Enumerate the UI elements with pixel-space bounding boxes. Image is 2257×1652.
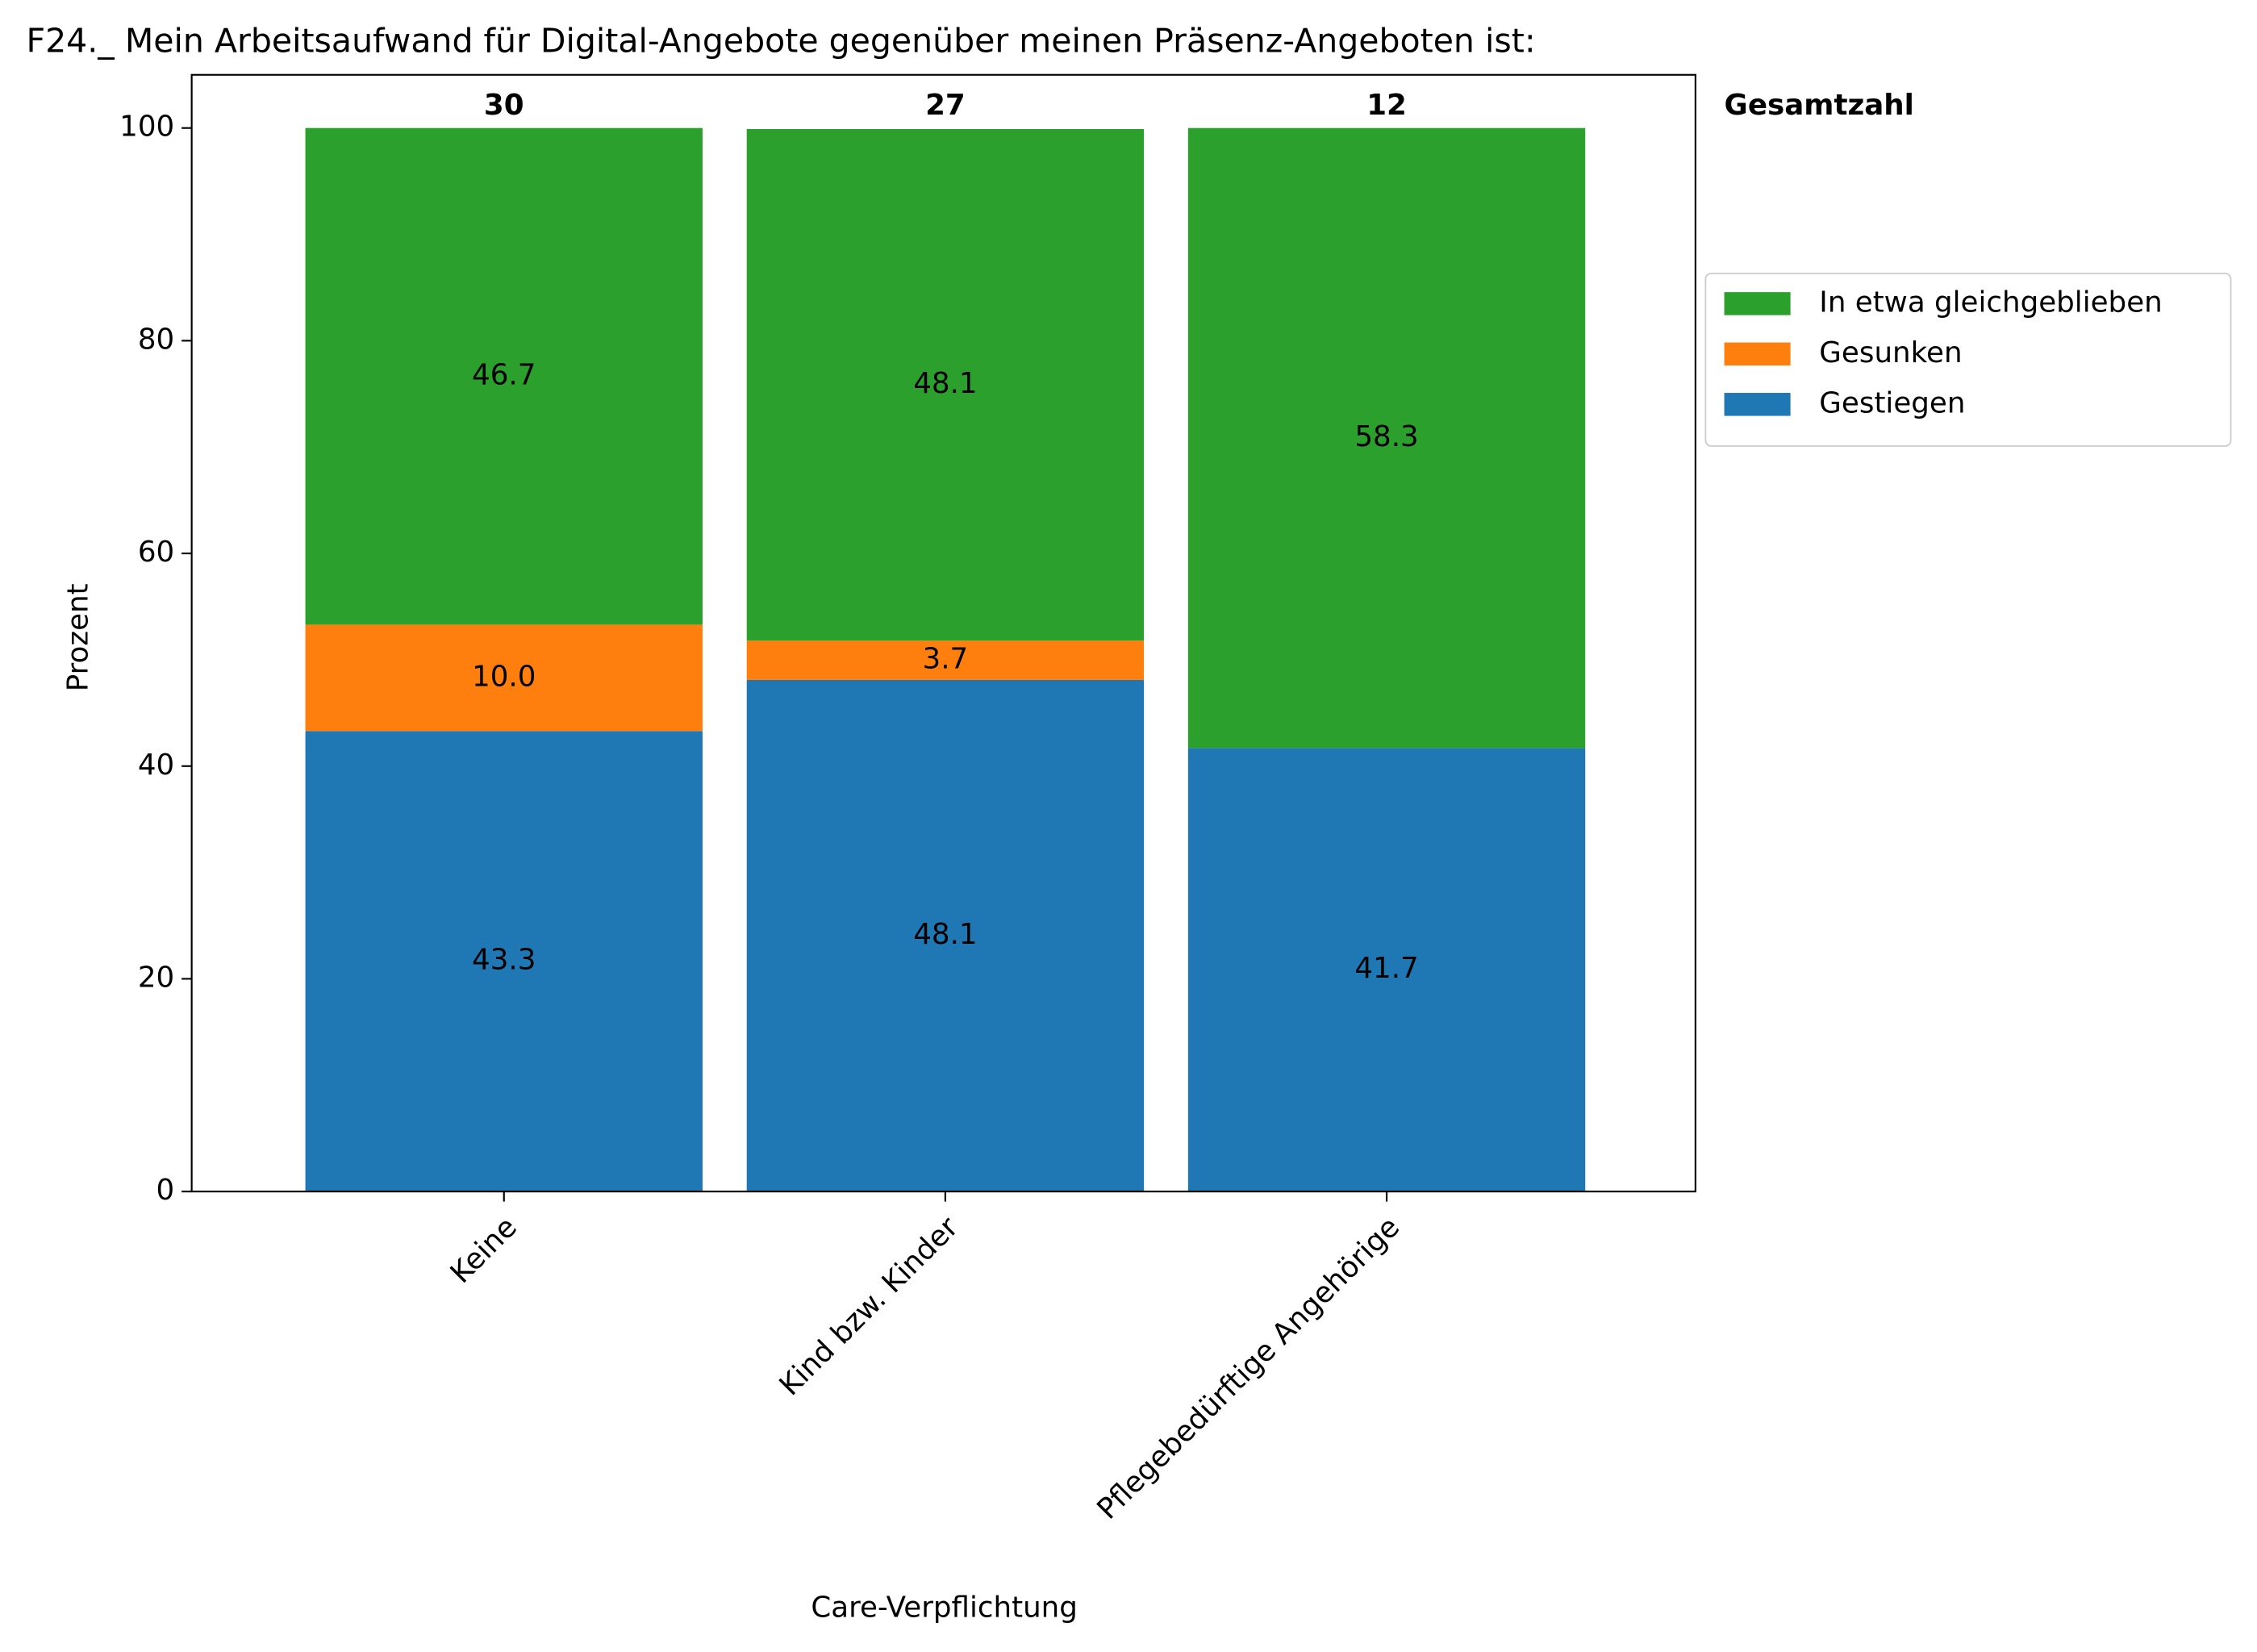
- y-tick-label: 60: [138, 536, 174, 569]
- legend-label: Gestiegen: [1819, 386, 1965, 419]
- legend-swatch: [1724, 292, 1791, 315]
- data-label: 43.3: [472, 944, 536, 977]
- bar-segment: [746, 129, 1145, 641]
- legend-swatch: [1724, 342, 1791, 366]
- total-label: 12: [1366, 89, 1407, 122]
- y-tick-label: 0: [156, 1174, 175, 1207]
- y-tick-label: 40: [138, 749, 174, 782]
- legend-label: Gesunken: [1819, 336, 1962, 369]
- bar-segment: [746, 640, 1145, 680]
- legend-box: [1704, 273, 2232, 447]
- total-label: 30: [484, 89, 524, 122]
- bar-segment: [305, 624, 703, 732]
- axes-frame: [190, 73, 1696, 1193]
- y-tick-label: 100: [119, 111, 174, 144]
- data-label: 48.1: [913, 918, 977, 951]
- bar-segment: [1187, 127, 1586, 749]
- data-label: 46.7: [472, 359, 536, 392]
- legend-label: In etwa gleichgeblieben: [1819, 286, 2162, 319]
- totals-label: Gesamtzahl: [1725, 89, 1914, 122]
- data-label: 10.0: [472, 660, 536, 693]
- data-label: 3.7: [923, 643, 969, 676]
- y-tick-label: 80: [138, 323, 174, 356]
- x-axis-label: Care-Verpflichtung: [811, 1591, 1078, 1624]
- y-axis-label: Prozent: [61, 583, 94, 691]
- bar-segment: [1187, 748, 1586, 1192]
- chart-title: F24._ Mein Arbeitsaufwand für Digital-An…: [26, 22, 1535, 60]
- data-label: 41.7: [1354, 952, 1418, 985]
- bar-segment: [305, 731, 703, 1192]
- bar-segment: [746, 679, 1145, 1192]
- data-label: 58.3: [1354, 420, 1418, 453]
- bar-segment: [305, 127, 703, 625]
- y-tick-label: 20: [138, 961, 174, 994]
- data-label: 48.1: [913, 367, 977, 400]
- legend-swatch: [1724, 393, 1791, 416]
- total-label: 27: [925, 89, 966, 122]
